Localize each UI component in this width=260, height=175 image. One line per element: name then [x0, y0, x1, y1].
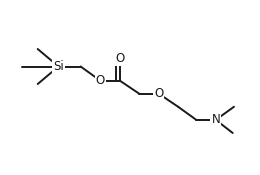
- Text: O: O: [95, 74, 105, 87]
- Text: O: O: [154, 87, 163, 100]
- Text: Si: Si: [53, 60, 64, 73]
- Text: N: N: [211, 113, 220, 126]
- Text: O: O: [115, 52, 124, 65]
